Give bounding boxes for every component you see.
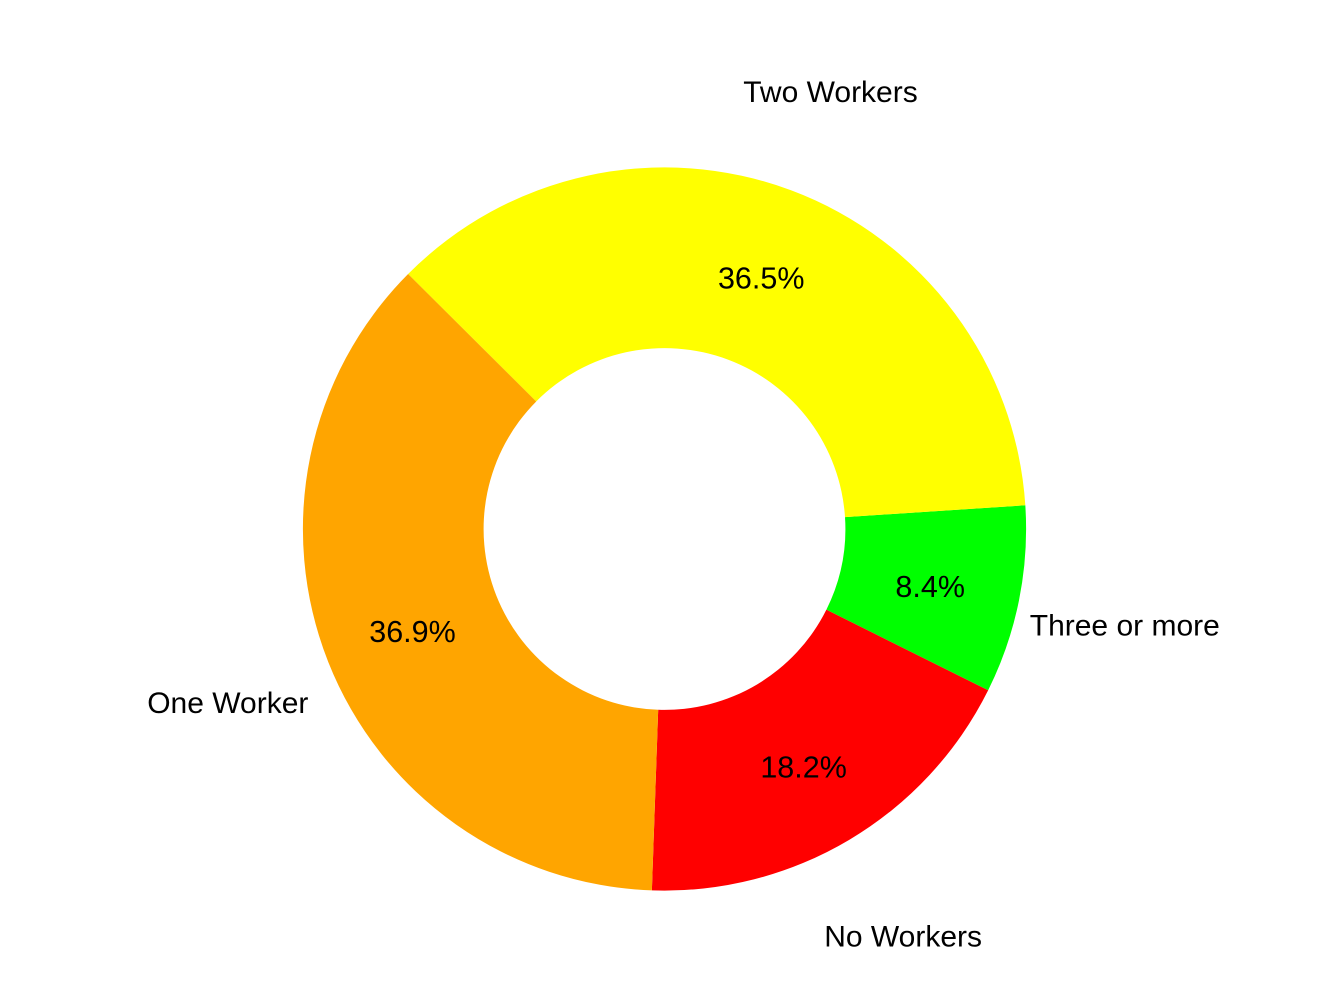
svg-text:8.4%: 8.4% — [895, 570, 965, 604]
svg-text:36.5%: 36.5% — [718, 262, 804, 296]
svg-text:Two Workers: Two Workers — [743, 76, 917, 109]
svg-text:18.2%: 18.2% — [760, 751, 846, 785]
svg-text:Three or more: Three or more — [1030, 610, 1220, 643]
svg-text:No Workers: No Workers — [824, 921, 982, 954]
svg-text:One Worker: One Worker — [147, 687, 308, 720]
svg-text:36.9%: 36.9% — [369, 615, 455, 649]
